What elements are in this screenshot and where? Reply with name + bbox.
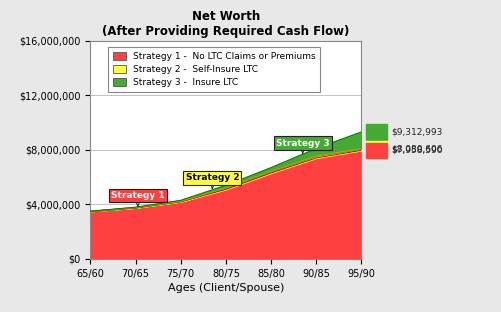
Text: Strategy 2: Strategy 2 xyxy=(185,173,238,188)
Title: Net Worth
(After Providing Required Cash Flow): Net Worth (After Providing Required Cash… xyxy=(102,10,349,38)
Text: Strategy 3: Strategy 3 xyxy=(276,139,329,154)
Text: Strategy 1: Strategy 1 xyxy=(111,191,164,206)
X-axis label: Ages (Client/Spouse): Ages (Client/Spouse) xyxy=(167,283,284,293)
Legend: Strategy 1 -  No LTC Claims or Premiums, Strategy 2 -  Self-Insure LTC, Strategy: Strategy 1 - No LTC Claims or Premiums, … xyxy=(108,47,319,92)
Text: $8,080,606: $8,080,606 xyxy=(391,144,442,153)
Text: $9,312,993: $9,312,993 xyxy=(391,127,442,136)
Text: $7,958,590: $7,958,590 xyxy=(391,146,442,155)
